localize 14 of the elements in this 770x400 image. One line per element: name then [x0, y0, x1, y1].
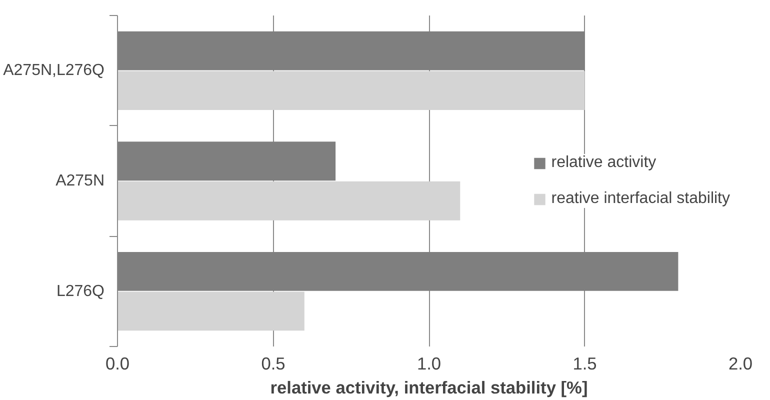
bar: [118, 71, 585, 110]
x-tick-label: 1.0: [416, 354, 442, 374]
x-tick-label: 0.0: [105, 354, 130, 374]
x-tick-label: 0.5: [261, 354, 286, 374]
x-tick-label: 1.5: [572, 354, 597, 374]
y-tick-label: A275N: [56, 172, 104, 190]
bar: [118, 181, 460, 220]
y-tick-label: A275N,L276Q: [3, 62, 104, 80]
x-axis-title: relative activity, interfacial stability [%]: [270, 378, 588, 398]
legend-label: reative interfacial stability: [551, 190, 730, 208]
legend-label: relative activity: [551, 154, 656, 172]
y-tick-label: L276Q: [56, 282, 105, 300]
x-tick-label: 2.0: [728, 354, 753, 374]
bar: [118, 292, 304, 331]
